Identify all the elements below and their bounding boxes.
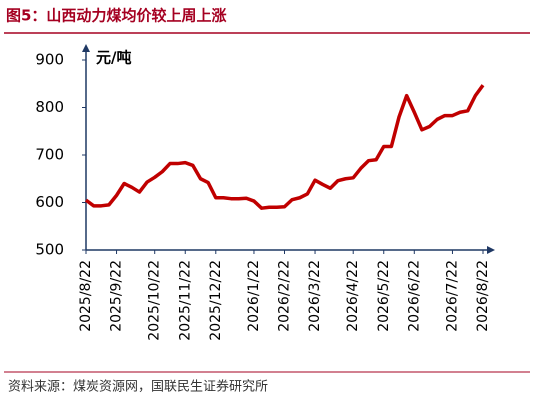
data-line (84, 84, 485, 210)
x-tick-label: 2026/6/22 (406, 260, 422, 332)
x-tick-label: 2026/5/22 (376, 260, 392, 332)
y-tick-label: 500 (35, 241, 64, 259)
source: 资料来源：煤炭资源网，国联民生证券研究所 (8, 379, 268, 395)
x-tick-label: 2026/2/22 (277, 260, 293, 332)
chart-title: 图5：山西动力煤均价较上周上涨 (6, 7, 226, 25)
x-tick-label: 2025/8/22 (78, 260, 94, 332)
x-tick-label: 2025/12/22 (208, 260, 224, 341)
x-tick-label: 2025/9/22 (109, 260, 125, 332)
x-axis-arrow (487, 246, 495, 254)
y-tick-label: 800 (35, 98, 64, 116)
y-axis-arrow (82, 44, 90, 52)
x-tick-label: 2026/4/22 (345, 260, 361, 332)
y-tick-label: 600 (35, 193, 64, 211)
x-tick-label: 2026/1/22 (246, 260, 262, 332)
y-axis-unit: 元/吨 (96, 49, 131, 67)
x-tick-label: 2025/10/22 (147, 260, 163, 341)
x-tick-label: 2026/3/22 (307, 260, 323, 332)
x-tick-label: 2026/7/22 (444, 260, 460, 332)
x-tick-label: 2026/8/22 (475, 260, 491, 332)
x-tick-label: 2025/11/22 (177, 260, 193, 341)
y-tick-label: 900 (35, 51, 64, 69)
y-tick-label: 700 (35, 146, 64, 164)
